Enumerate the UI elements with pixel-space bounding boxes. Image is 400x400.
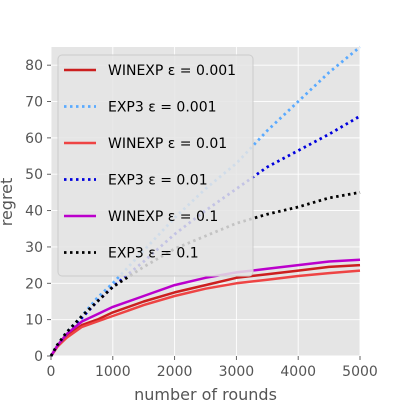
axis-ticks: 0 1000 2000 3000 4000 5000 0 10 20 30 40 50 60 70 80 [25,58,378,380]
x-tick-label: 1000 [95,364,131,380]
series-line-3 [49,269,361,357]
series-line-5 [49,258,361,357]
legend-entry: EXP3 ε = 0.001 [108,100,217,116]
y-tick-label: 0 [34,349,43,365]
y-tick-label: 60 [25,131,43,147]
legend-box [57,54,254,277]
x-tick-label: 2000 [157,364,193,380]
legend-entry: WINEXP ε = 0.001 [108,63,236,79]
x-tick-label: 0 [47,364,56,380]
y-tick-label: 80 [25,58,43,74]
y-tick-label: 30 [25,240,43,256]
legend-entry: WINEXP ε = 0.01 [108,136,227,152]
x-tick-label: 4000 [280,364,316,380]
legend-entry: WINEXP ε = 0.1 [108,209,218,225]
x-tick-label: 5000 [342,364,378,380]
y-tick-label: 70 [25,95,43,111]
legend: WINEXP ε = 0.001 EXP3 ε = 0.001 WINEXP ε =… [57,54,254,277]
legend-entry: EXP3 ε = 0.1 [108,246,199,262]
y-tick-label: 10 [25,313,43,329]
y-tick-label: 20 [25,276,43,292]
y-tick-label: 40 [25,204,43,220]
y-tick-label: 50 [25,167,43,183]
series-line-1 [49,263,361,357]
x-tick-label: 3000 [219,364,255,380]
y-axis-label: regret [0,178,16,227]
x-axis-label: number of rounds [134,385,277,400]
series-line-6 [49,191,361,357]
legend-entry: EXP3 ε = 0.01 [108,173,208,189]
